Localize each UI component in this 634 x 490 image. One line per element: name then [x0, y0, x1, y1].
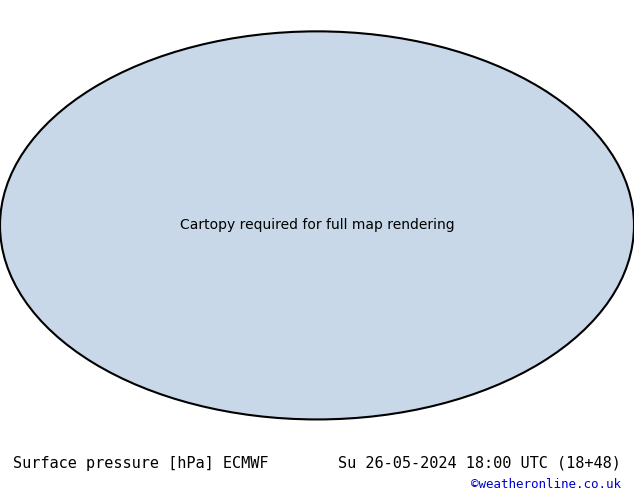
Text: ©weatheronline.co.uk: ©weatheronline.co.uk — [471, 478, 621, 490]
Text: Su 26-05-2024 18:00 UTC (18+48): Su 26-05-2024 18:00 UTC (18+48) — [339, 456, 621, 470]
Text: Cartopy required for full map rendering: Cartopy required for full map rendering — [179, 219, 455, 232]
Ellipse shape — [0, 31, 634, 419]
Text: Surface pressure [hPa] ECMWF: Surface pressure [hPa] ECMWF — [13, 456, 268, 470]
